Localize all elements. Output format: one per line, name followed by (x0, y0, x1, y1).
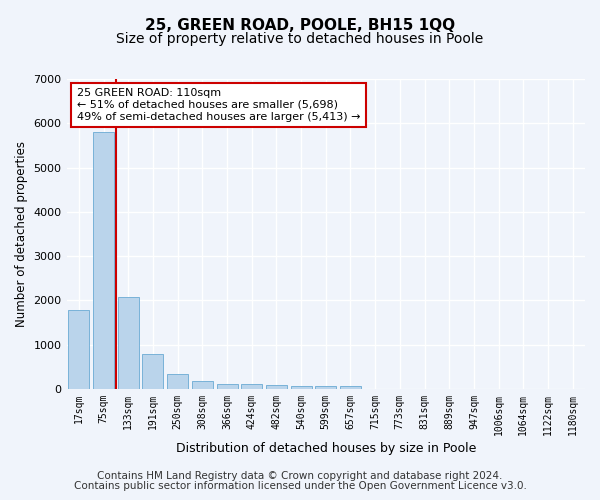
Bar (340, 386, 361, 389)
Y-axis label: Number of detached properties: Number of detached properties (15, 141, 28, 327)
Bar (192, 380, 213, 389)
X-axis label: Distribution of detached houses by size in Poole: Distribution of detached houses by size … (176, 442, 476, 455)
Bar (167, 374, 188, 389)
Text: Contains public sector information licensed under the Open Government Licence v3: Contains public sector information licen… (74, 481, 526, 491)
Bar (290, 386, 311, 389)
Bar (118, 297, 139, 389)
Text: Contains HM Land Registry data © Crown copyright and database right 2024.: Contains HM Land Registry data © Crown c… (97, 471, 503, 481)
Text: 25, GREEN ROAD, POOLE, BH15 1QQ: 25, GREEN ROAD, POOLE, BH15 1QQ (145, 18, 455, 32)
Bar (266, 385, 287, 389)
Bar (68, 310, 89, 389)
Bar (315, 386, 336, 389)
Bar (217, 384, 238, 389)
Bar (93, 132, 114, 389)
Bar (241, 384, 262, 389)
Bar (142, 354, 163, 389)
Text: 25 GREEN ROAD: 110sqm
← 51% of detached houses are smaller (5,698)
49% of semi-d: 25 GREEN ROAD: 110sqm ← 51% of detached … (77, 88, 361, 122)
Text: Size of property relative to detached houses in Poole: Size of property relative to detached ho… (116, 32, 484, 46)
